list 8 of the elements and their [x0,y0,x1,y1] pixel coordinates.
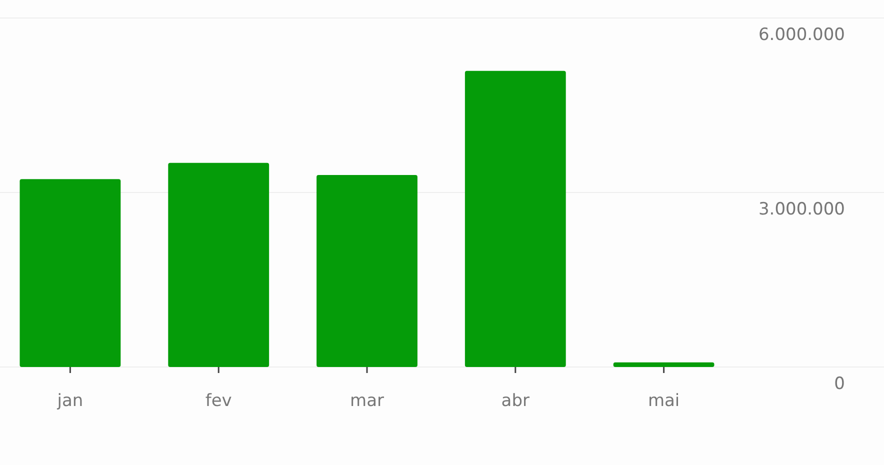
y-tick-label: 3.000.000 [758,200,845,220]
x-tick-label: mai [648,391,680,411]
x-tick-label: mar [350,391,384,411]
x-tick-label: jan [56,391,84,411]
y-tick-label: 0 [834,374,845,394]
x-tick-label: fev [205,391,232,411]
y-tick-label: 6.000.000 [758,25,845,45]
x-tick-label: abr [501,391,530,411]
